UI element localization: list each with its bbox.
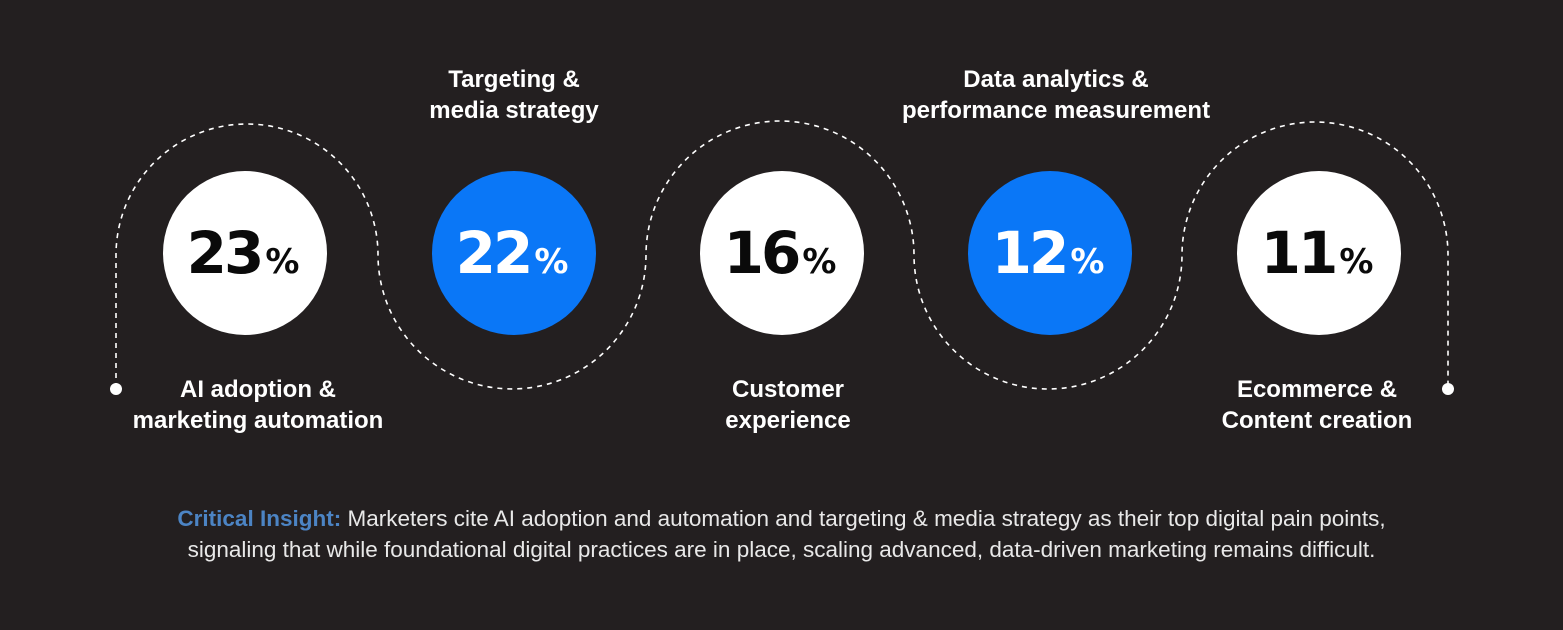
label-line: Ecommerce &	[1236, 376, 1398, 403]
stat-number: 22	[455, 219, 534, 287]
stat-circle-targeting: 22%	[432, 171, 596, 335]
stat-circle-customer-experience: 16%	[700, 171, 864, 335]
stat-value: 12%	[992, 224, 1105, 282]
stat-value: 16%	[724, 224, 837, 282]
percent-sign: %	[1339, 242, 1374, 282]
stat-number: 23	[186, 219, 265, 287]
insight-text-1: Marketers cite AI adoption and automatio…	[347, 506, 1386, 531]
stat-value: 11%	[1261, 224, 1374, 282]
label-line: AI adoption &	[180, 376, 336, 403]
label-line: Targeting &	[448, 66, 580, 93]
percent-sign: %	[1070, 242, 1105, 282]
stat-number: 12	[991, 219, 1070, 287]
stat-number: 16	[723, 219, 802, 287]
stat-number: 11	[1260, 219, 1339, 287]
stat-circle-ecommerce: 11%	[1237, 171, 1401, 335]
line-end-dot	[1442, 383, 1454, 395]
label-line: performance measurement	[901, 97, 1211, 124]
label-line: media strategy	[429, 97, 599, 124]
stat-label-data-analytics: Data analytics & performance measurement	[876, 64, 1236, 126]
label-line: Content creation	[1221, 407, 1413, 434]
critical-insight: Critical Insight: Marketers cite AI adop…	[40, 503, 1523, 565]
stat-label-targeting: Targeting & media strategy	[334, 64, 694, 126]
label-line: experience	[725, 407, 851, 434]
stat-circle-ai-adoption: 23%	[163, 171, 327, 335]
stat-value: 23%	[187, 224, 300, 282]
stat-value: 22%	[456, 224, 569, 282]
line-start-dot	[110, 383, 122, 395]
percent-sign: %	[802, 242, 837, 282]
stat-label-customer-experience: Customer experience	[608, 374, 968, 436]
stat-circle-data-analytics: 12%	[968, 171, 1132, 335]
percent-sign: %	[265, 242, 300, 282]
percent-sign: %	[534, 242, 569, 282]
label-line: Customer	[731, 376, 845, 403]
stat-label-ecommerce: Ecommerce & Content creation	[1137, 374, 1497, 436]
insight-line-2: signaling that while foundational digita…	[187, 537, 1376, 562]
label-line: marketing automation	[132, 407, 384, 434]
label-line: Data analytics &	[963, 66, 1149, 93]
stat-label-ai-adoption: AI adoption & marketing automation	[78, 374, 438, 436]
insight-line-1: Critical Insight: Marketers cite AI adop…	[40, 503, 1523, 534]
insight-label: Critical Insight:	[177, 506, 342, 531]
